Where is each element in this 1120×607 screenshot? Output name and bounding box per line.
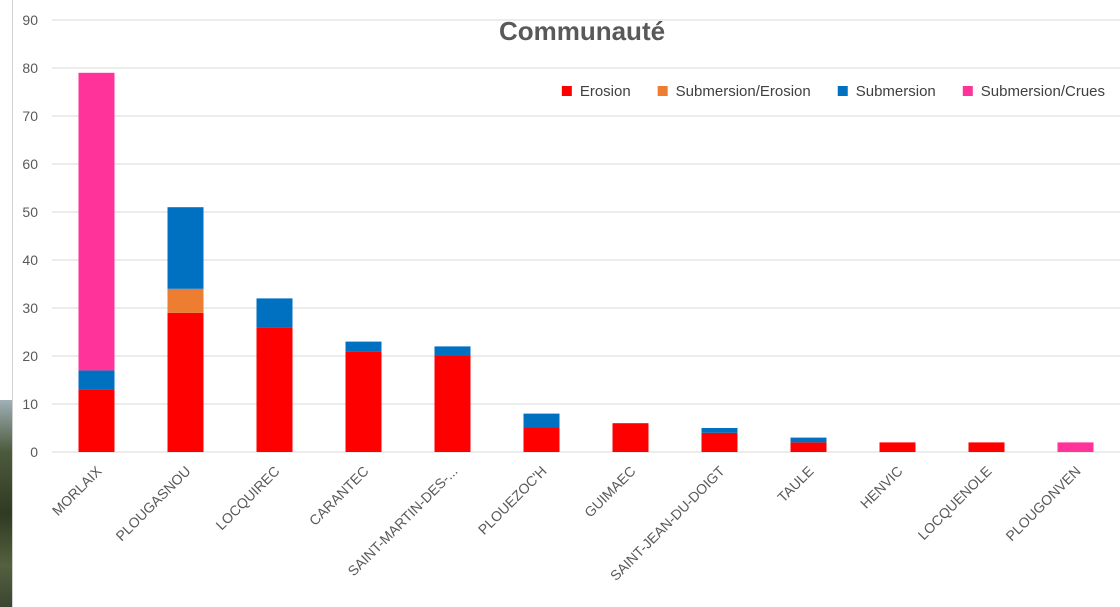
x-tick-label: CARANTEC — [306, 463, 372, 529]
x-tick-label: PLOUEZOC'H — [475, 463, 550, 538]
legend-label: Erosion — [580, 83, 631, 100]
bar-segment — [256, 327, 293, 452]
bar-segment — [790, 437, 827, 443]
bar-segment — [434, 356, 471, 452]
y-tick-label: 10 — [22, 396, 38, 412]
x-tick-label: PLOUGASNOU — [112, 463, 193, 544]
x-axis-ticks: MORLAIX PLOUGASNOU LOCQUIREC CARANTECSAINT-… — [49, 462, 1084, 583]
y-tick-label: 80 — [22, 60, 38, 76]
bar-segment — [879, 442, 916, 452]
chart-title-line-2: Communauté — [499, 16, 665, 46]
x-tick-label: HENVIC — [857, 463, 906, 512]
bar-segment — [345, 341, 382, 352]
bar-segment — [167, 288, 204, 313]
y-tick-label: 0 — [30, 444, 38, 460]
bar-segment — [256, 298, 293, 328]
gridlines — [52, 19, 1120, 453]
bar-segment — [701, 432, 738, 452]
background-photo-strip — [0, 400, 12, 607]
x-tick-label: MORLAIX — [49, 462, 105, 518]
x-tick-label: TAULE — [774, 463, 816, 505]
x-tick-label: LOCQUENOLE — [915, 463, 995, 543]
bar-segment — [701, 428, 738, 433]
legend-label: Submersion/Erosion — [676, 83, 811, 100]
bar-segment — [78, 370, 115, 390]
x-tick-label: LOCQUIREC — [212, 463, 282, 533]
legend-swatch — [962, 86, 973, 96]
y-tick-label: 40 — [22, 252, 38, 268]
x-tick-label: PLOUGONVEN — [1002, 463, 1083, 544]
y-tick-label: 90 — [22, 12, 38, 28]
bar-segment — [612, 423, 649, 452]
y-tick-label: 50 — [22, 204, 38, 220]
bars — [78, 72, 1094, 452]
bar-segment — [968, 442, 1005, 452]
y-tick-label: 60 — [22, 156, 38, 172]
bar-segment — [167, 312, 204, 452]
legend-swatch — [657, 86, 668, 96]
legend-label: Submersion/Crues — [981, 83, 1105, 100]
legend-swatch — [561, 86, 572, 96]
bar-segment — [78, 72, 115, 371]
bar-segment — [167, 207, 204, 289]
bar-segment — [434, 346, 471, 356]
y-axis-ticks: 0 10 20 30 40 50 60 70 80 90 — [22, 12, 38, 460]
bar-segment — [78, 389, 115, 452]
slide-border — [12, 0, 13, 607]
bar-segment — [790, 442, 827, 452]
bar-segment — [345, 351, 382, 452]
y-tick-label: 20 — [22, 348, 38, 364]
y-tick-label: 70 — [22, 108, 38, 124]
bar-segment — [523, 413, 560, 428]
legend-swatch — [837, 86, 848, 96]
bar-segment — [1057, 442, 1094, 452]
bar-segment — [523, 428, 560, 452]
legend: Erosion Submersion/Erosion Submersion Subme… — [561, 83, 1105, 100]
legend-label: Submersion — [856, 83, 936, 100]
x-tick-label: GUIMAEC — [581, 463, 639, 521]
y-tick-label: 30 — [22, 300, 38, 316]
